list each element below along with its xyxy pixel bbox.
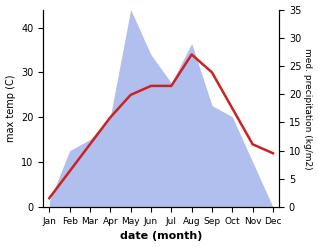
X-axis label: date (month): date (month): [120, 231, 202, 242]
Y-axis label: med. precipitation (kg/m2): med. precipitation (kg/m2): [303, 48, 313, 169]
Y-axis label: max temp (C): max temp (C): [5, 75, 16, 142]
